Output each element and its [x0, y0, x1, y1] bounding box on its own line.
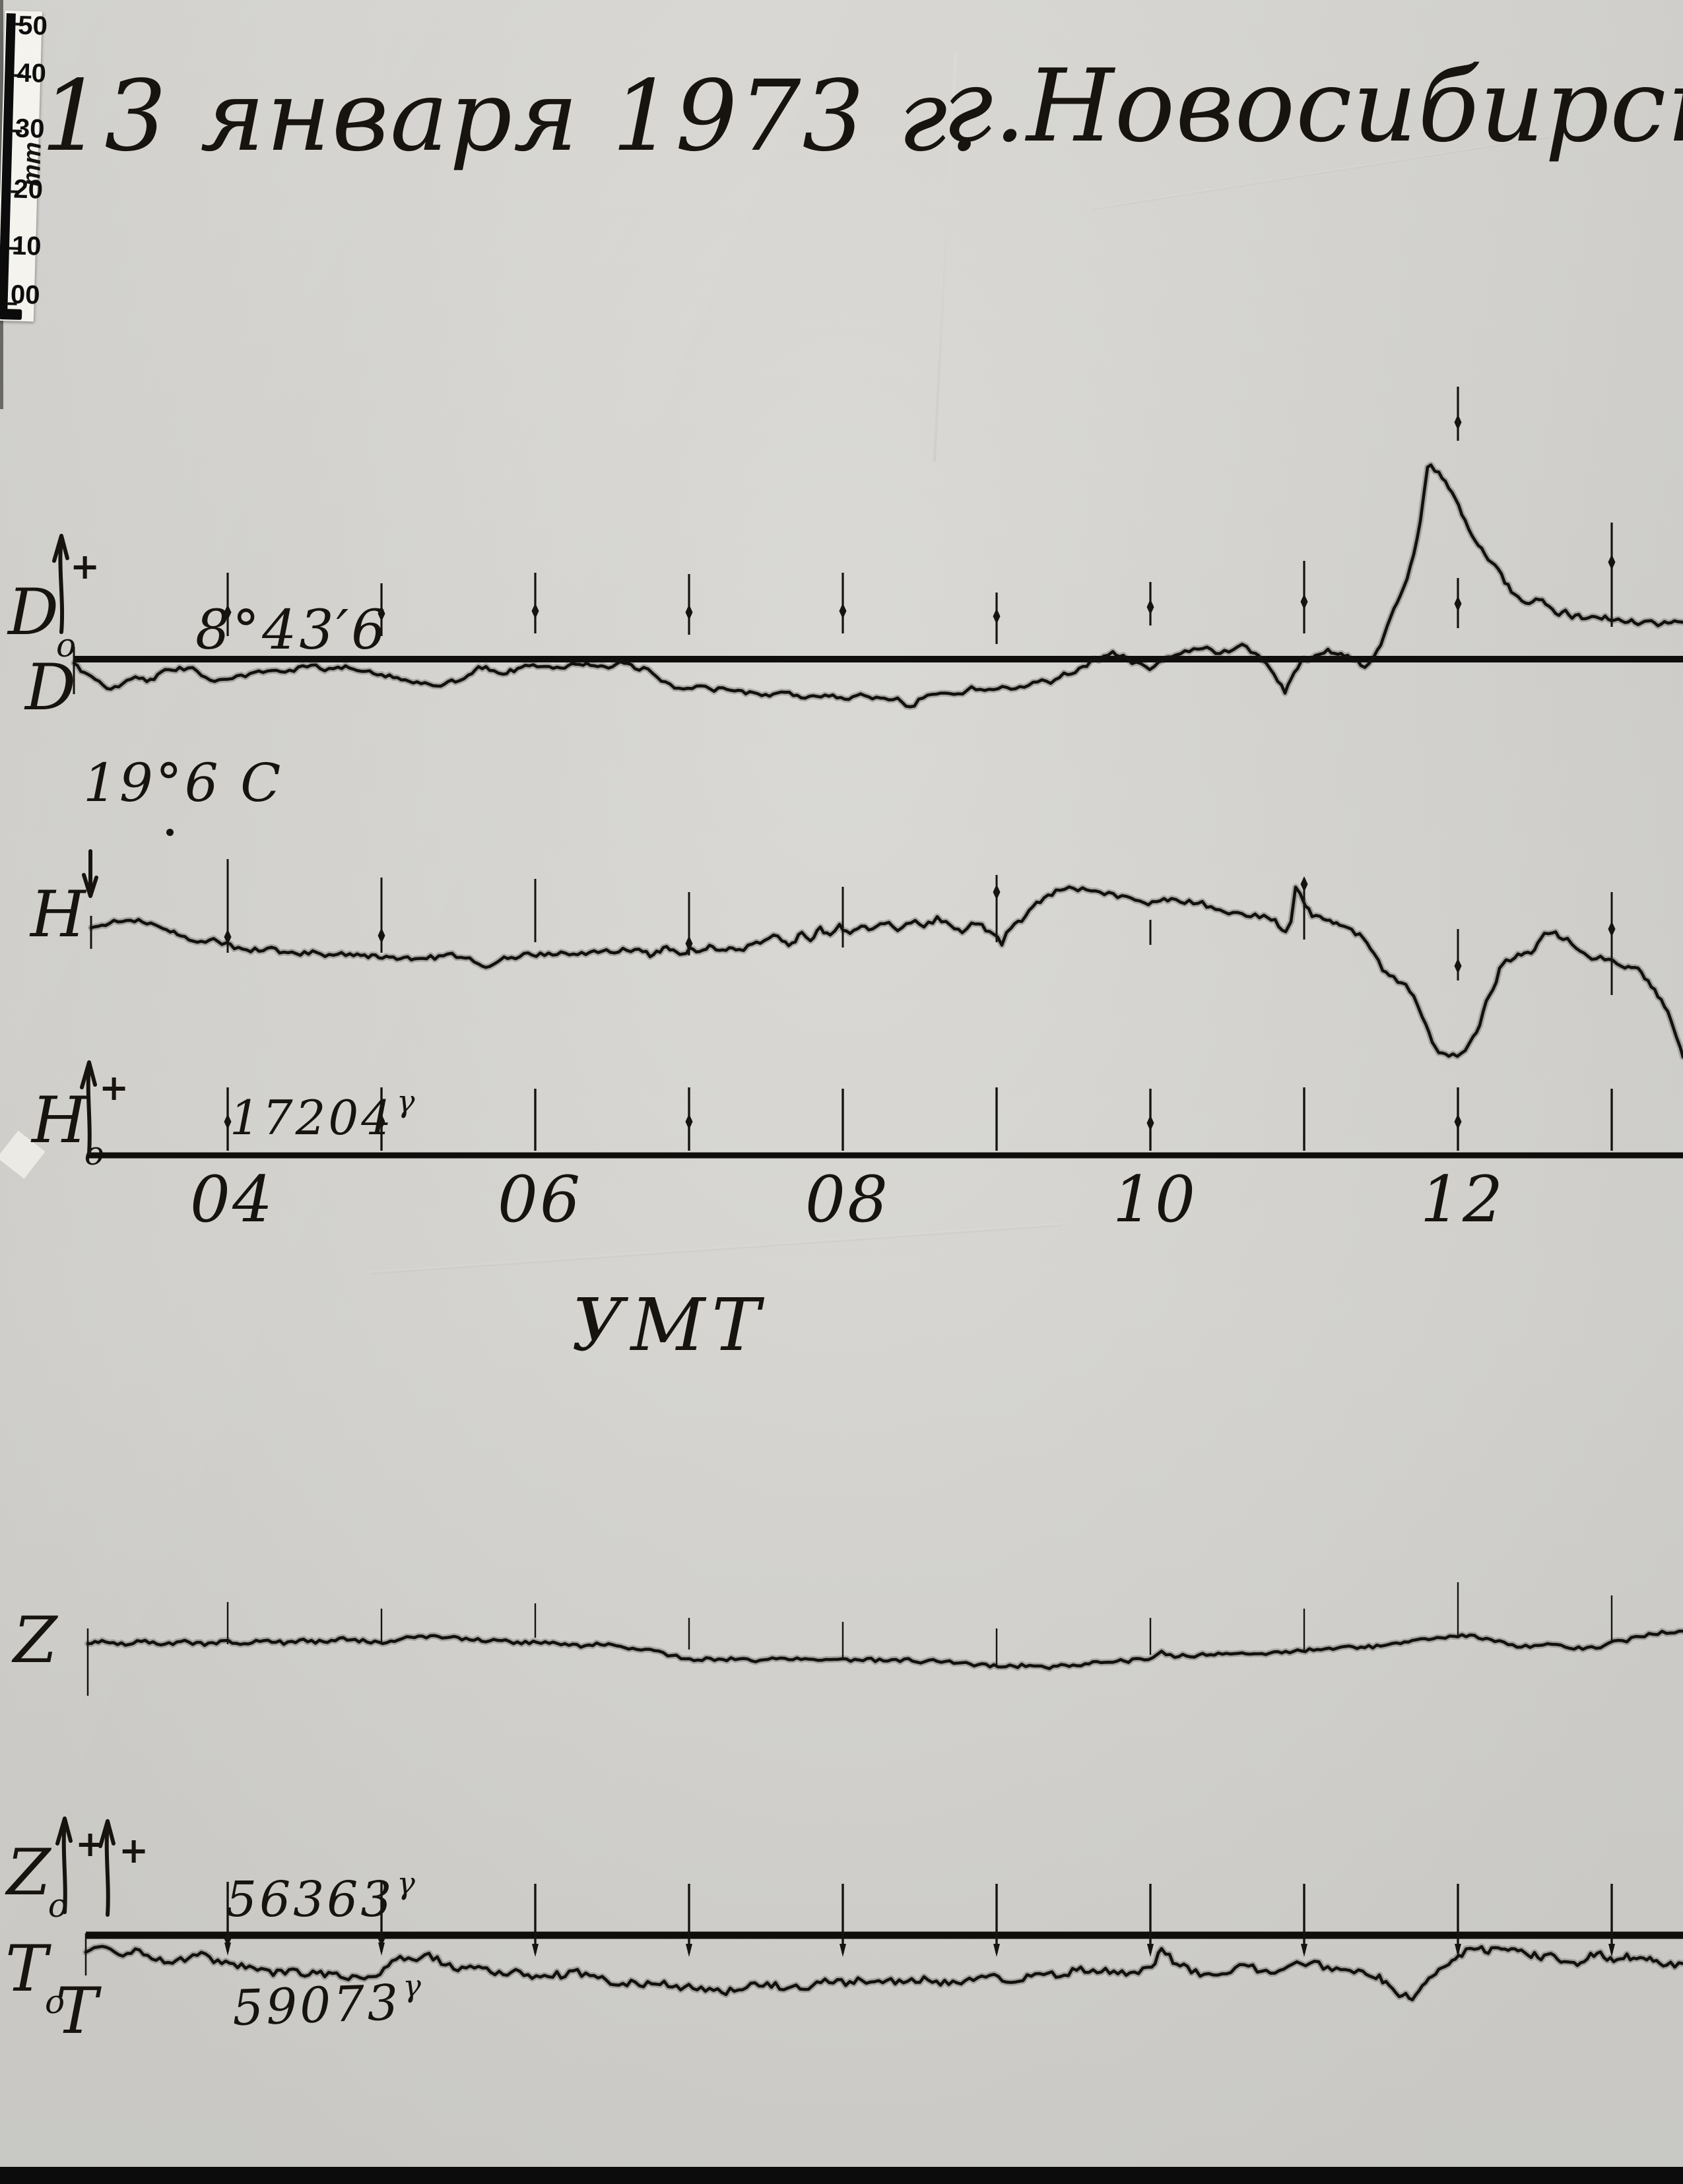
t-label: T: [55, 1974, 98, 2048]
fiducial-diamond-h0_row: [1146, 1115, 1154, 1131]
fiducial-diamond-h0_row: [685, 1114, 693, 1130]
h0-label: Ho: [32, 1083, 107, 1172]
hour-label-04: 04: [189, 1163, 275, 1237]
t0-letter: T: [5, 1932, 48, 2006]
fiducial-arrowhead-z0_row: [993, 1944, 1000, 1957]
fiducial-diamond-h0_row: [1454, 1114, 1462, 1130]
h0-plus-sign: +: [99, 1066, 129, 1108]
fiducial-diamond-d_row: [224, 604, 232, 620]
fiducial-diamond-h0_row: [224, 1114, 232, 1130]
fiducial-diamond-h_row: [685, 936, 693, 951]
fiducial-diamond-d_row: [1454, 596, 1462, 612]
fiducial-diamond-h_row: [993, 884, 1001, 900]
d0-plus-sign: +: [70, 545, 100, 587]
d0-up-arrow: [58, 536, 65, 634]
fiducial-diamond-d_row: [993, 608, 1001, 624]
fiducial-diamond-h0_row: [378, 1114, 385, 1130]
fiducial-diamond-h_row: [1300, 876, 1308, 892]
h0-up-arrow: [86, 1063, 92, 1155]
temperature-down-arrow: [82, 849, 98, 898]
gamma-symbol: γ: [397, 1865, 418, 1901]
trace-Z: [86, 1629, 1683, 1671]
d0-up-arrowhead: [52, 534, 69, 563]
fiducial-arrowhead-z0_row: [532, 1944, 539, 1957]
gamma-symbol: γ: [397, 1083, 418, 1119]
h-label: H: [30, 878, 86, 951]
temperature-decimal-dot: [166, 829, 174, 836]
z0-up-arrowhead-2: [98, 1819, 116, 1848]
d0-subscript: o: [55, 626, 77, 665]
z-baseline-number: 56363: [226, 1871, 395, 1928]
z-baseline-value: 56363γ: [226, 1865, 415, 1928]
d0-letter: D: [8, 575, 59, 649]
z0-up-arrow-1: [61, 1819, 67, 1914]
fiducial-diamond-d_row: [1146, 599, 1154, 615]
fiducial-diamond-d_row: [685, 604, 693, 620]
trace-H-bleed: [88, 883, 1683, 1060]
z0-plus-sign-2: +: [119, 1829, 149, 1871]
hour-label-12: 12: [1420, 1163, 1505, 1237]
fiducial-diamond-h_row: [1608, 921, 1616, 937]
z0-up-arrowhead-1: [55, 1816, 73, 1846]
fiducial-diamond-d_row: [839, 603, 847, 619]
fiducial-diamond-d_row: [1300, 594, 1308, 610]
d-label: D: [25, 651, 76, 724]
z0-letter: Z: [7, 1836, 51, 1910]
t0-label: To: [5, 1932, 67, 2021]
z0-label: Zo: [7, 1836, 71, 1925]
hour-label-08: 08: [805, 1163, 890, 1237]
trace-H: [89, 885, 1683, 1059]
fiducial-arrowhead-z0_row: [1301, 1944, 1307, 1957]
station-title: г.Новосибирск: [942, 48, 1683, 164]
fiducial-arrowhead-z0_row: [1608, 1944, 1615, 1957]
trace-D: [72, 463, 1683, 709]
trace-D-bleed: [71, 461, 1683, 711]
generated-ink: [71, 387, 1683, 2003]
z0-up-arrow-2: [104, 1822, 110, 1917]
scan-bottom-strip: [0, 2167, 1683, 2184]
fiducial-diamond-h_row: [378, 928, 385, 944]
temperature-annotation: 19°6 C: [83, 752, 284, 814]
time-axis-unit: УМТ: [572, 1283, 767, 1367]
hour-label-10: 10: [1112, 1163, 1198, 1237]
h0-up-arrowhead: [80, 1060, 97, 1089]
fiducial-arrowhead-z0_row: [378, 1943, 385, 1956]
fiducial-arrowhead-z0_row: [224, 1943, 231, 1956]
date-title: 13 января 1973 г.: [41, 59, 981, 173]
fiducial-arrowhead-z0_row: [1147, 1944, 1154, 1957]
fiducial-diamond-d_row: [1454, 414, 1462, 430]
fiducial-diamond-d_row: [531, 603, 539, 619]
fiducial-arrowhead-z0_row: [840, 1944, 846, 1957]
h0-letter: H: [32, 1083, 87, 1157]
h-baseline-value: 17204γ: [230, 1083, 415, 1145]
fiducial-diamond-h_row: [224, 929, 232, 945]
trace-T-bleed: [82, 1943, 1683, 2003]
fiducial-arrowhead-z0_row: [1455, 1944, 1461, 1957]
fiducial-diamond-h_row: [1454, 958, 1462, 974]
fiducial-diamond-d_row: [1608, 554, 1616, 570]
t0-subscript: o: [45, 1983, 65, 2022]
trace-T: [84, 1944, 1683, 2002]
hour-label-06: 06: [497, 1163, 583, 1237]
fiducial-diamond-d_row: [378, 606, 385, 622]
d0-label: Do: [8, 575, 79, 664]
fiducial-arrowhead-z0_row: [686, 1944, 692, 1957]
z-label: Z: [13, 1603, 57, 1677]
h-baseline-number: 17204: [230, 1090, 395, 1145]
